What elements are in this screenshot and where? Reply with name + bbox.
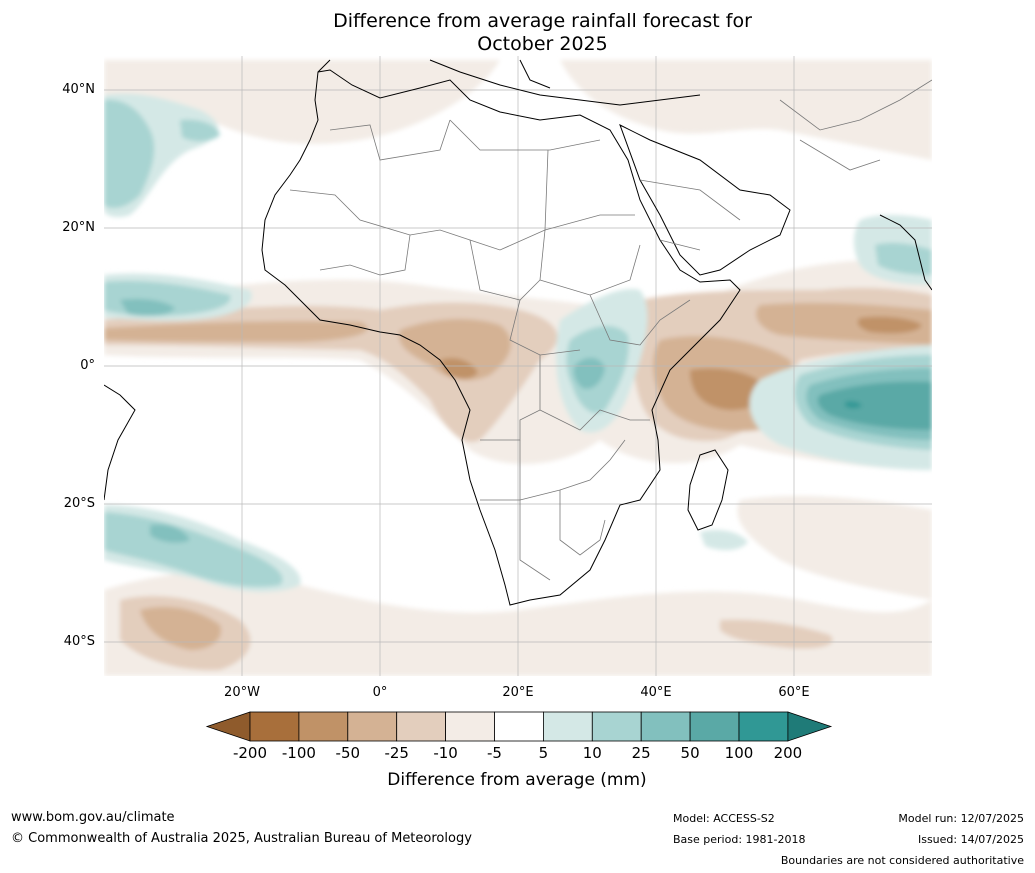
colorbar-tick-label: -10 — [433, 744, 458, 762]
anomaly-sw-atlantic-strong — [140, 606, 221, 650]
colorbar-tick-label: -25 — [384, 744, 409, 762]
colorbar-segment — [494, 711, 544, 742]
lon-tick-0: 0° — [372, 685, 388, 700]
anomaly-north-atlantic-wet-2 — [104, 99, 155, 208]
madagascar-coastline — [687, 449, 729, 531]
colorbar-tick-label: -5 — [487, 744, 502, 762]
colorbar-title: Difference from average (mm) — [387, 770, 647, 790]
colorbar-segment — [347, 711, 398, 742]
anomaly-arabian-sea-strong — [756, 302, 932, 345]
anomaly-south-indian-wet-4 — [817, 381, 932, 430]
lat-tick-20s: 20°S — [63, 496, 95, 511]
coastlines — [104, 59, 932, 606]
colorbar-tick-label: 200 — [773, 744, 803, 762]
footer-website[interactable]: www.bom.gov.au/climate — [11, 810, 175, 825]
colorbar-segment — [249, 711, 300, 742]
colorbar-tick-label: -50 — [335, 744, 361, 762]
anomaly-southern-indian-light — [737, 495, 932, 600]
anomaly-south-atlantic-wet-3 — [150, 524, 190, 543]
lat-tick-20n: 20°N — [62, 220, 95, 235]
colorbar-end-high — [787, 711, 833, 742]
anomaly-south-indian-wet-5 — [845, 401, 862, 409]
anomaly-azores-wet — [180, 119, 220, 142]
colorbar — [205, 711, 833, 742]
footer-base-period: Base period: 1981-2018 — [673, 833, 806, 846]
colorbar-end-low — [205, 711, 251, 742]
colorbar-tick-label: -200 — [232, 744, 268, 762]
footer-copyright: © Commonwealth of Australia 2025, Austra… — [11, 831, 472, 846]
colorbar-segment — [738, 711, 789, 742]
colorbar-segment — [640, 711, 691, 742]
anomaly-north-africa-dry — [104, 60, 500, 144]
india-coastline — [879, 214, 932, 291]
lon-tick-40e: 40°E — [640, 685, 672, 700]
lat-tick-40n: 40°N — [62, 82, 95, 97]
anomaly-indian-ocean-very-strong — [857, 316, 922, 334]
colorbar-tick-label: 50 — [680, 744, 700, 762]
colorbar-tick-label: 5 — [538, 744, 549, 762]
africa-coastline — [261, 69, 741, 606]
colorbar-segment — [591, 711, 642, 742]
south-america-coastline — [104, 384, 136, 501]
footer-model: Model: ACCESS-S2 — [673, 812, 775, 825]
anomaly-somalia-very-strong — [690, 368, 766, 410]
chart-title: Difference from average rainfall forecas… — [0, 10, 1035, 56]
anomaly-madagascar-wet — [700, 530, 748, 551]
anomaly-lake-region-wet-3 — [573, 357, 605, 389]
footer-disclaimer: Boundaries are not considered authoritat… — [780, 854, 1024, 867]
colorbar-tick-label: 100 — [724, 744, 754, 762]
lat-tick-0: 0° — [80, 358, 95, 373]
lat-tick-40s: 40°S — [63, 634, 95, 649]
arabia-coastline — [619, 123, 791, 276]
anomaly-south-atlantic-wet-2 — [104, 512, 283, 587]
lon-tick-20e: 20°E — [502, 685, 534, 700]
footer-model-run: Model run: 12/07/2025 — [898, 812, 1024, 825]
colorbar-tick-label: -100 — [281, 744, 316, 762]
lon-tick-20w: 20°W — [224, 685, 260, 700]
anomaly-nigeria-very-strong — [440, 358, 478, 379]
europe-coastline — [317, 59, 701, 106]
anomaly-mediterranean-light — [560, 60, 932, 160]
colorbar-segment — [689, 711, 740, 742]
anomaly-equatorial-atlantic-strong — [104, 321, 368, 342]
anomaly-south-indian-medium — [720, 619, 833, 649]
footer-issued: Issued: 14/07/2025 — [917, 833, 1024, 846]
anomaly-west-central-africa-strong — [399, 318, 511, 381]
colorbar-segment — [396, 711, 447, 742]
title-line-1: Difference from average rainfall forecas… — [333, 10, 752, 32]
colorbar-tick-label: 10 — [582, 744, 602, 762]
colorbar-segment — [445, 711, 495, 742]
country-boundaries — [289, 79, 932, 581]
colorbar-tick-label: 25 — [631, 744, 651, 762]
colorbar-segment — [543, 711, 593, 742]
title-line-2: October 2025 — [477, 33, 608, 55]
colorbar-segment — [298, 711, 349, 742]
lon-tick-60e: 60°E — [778, 685, 810, 700]
anomaly-tropical-atlantic-wet-3 — [120, 298, 175, 316]
